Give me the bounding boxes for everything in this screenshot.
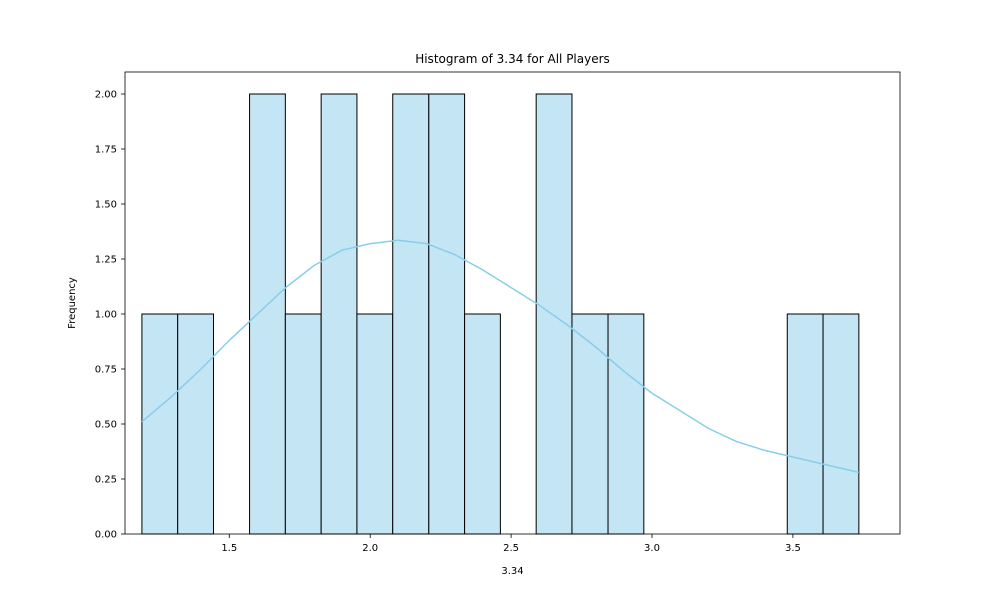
histogram-bar [464, 313, 501, 535]
y-tick-label: 0.25 [95, 475, 117, 486]
histogram-bar [571, 313, 609, 535]
y-axis-label: Frequency [67, 277, 78, 329]
x-axis-label: 3.34 [501, 566, 523, 577]
y-tick-label: 0.75 [95, 365, 117, 376]
histogram-bar [392, 93, 430, 535]
y-tick-label: 1.00 [95, 310, 117, 321]
bars-group [141, 93, 860, 535]
chart-title: Histogram of 3.34 for All Players [415, 52, 610, 66]
x-tick-label: 1.5 [221, 543, 237, 554]
x-tick-label: 3.5 [785, 543, 801, 554]
histogram-bar [177, 313, 214, 535]
kde-line [141, 239, 860, 474]
axes-frame [124, 71, 901, 535]
x-tick-label: 2.5 [503, 543, 519, 554]
histogram-bar [141, 313, 179, 535]
histogram-bar [786, 313, 824, 535]
histogram-bar [535, 93, 573, 535]
histogram-bar [249, 93, 286, 535]
y-tick-label: 0.00 [95, 530, 117, 541]
x-tick-label: 3.0 [644, 543, 660, 554]
histogram-bar [607, 313, 645, 535]
y-tick-label: 1.50 [95, 200, 117, 211]
histogram-bar [284, 313, 322, 535]
histogram-bar [822, 313, 860, 535]
x-tick-label: 2.0 [362, 543, 378, 554]
histogram-bar [428, 93, 466, 535]
y-tick-label: 1.75 [95, 145, 117, 156]
y-tick-label: 1.25 [95, 255, 117, 266]
histogram-bar [356, 313, 394, 535]
y-tick-label: 2.00 [95, 90, 117, 101]
histogram-bar [320, 93, 358, 535]
y-axis: 0.00 0.25 0.50 0.75 1.00 1.25 1.50 1.75 2.00 [95, 90, 125, 541]
x-axis: 1.5 2.0 2.5 3.0 3.5 [221, 534, 801, 554]
y-tick-label: 0.50 [95, 420, 117, 431]
